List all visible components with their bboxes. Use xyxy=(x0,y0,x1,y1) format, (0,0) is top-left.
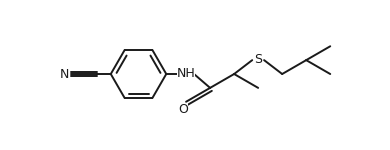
Text: O: O xyxy=(178,103,188,116)
Text: S: S xyxy=(254,53,262,66)
Text: NH: NH xyxy=(177,66,195,80)
Text: N: N xyxy=(60,68,69,81)
